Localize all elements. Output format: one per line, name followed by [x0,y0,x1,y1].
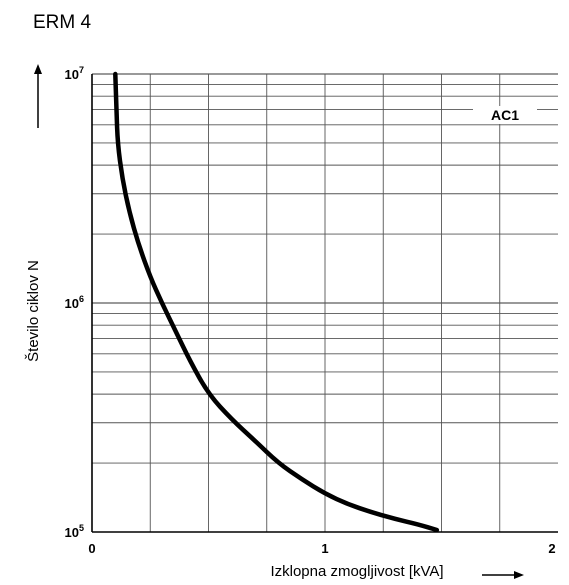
y-tick-base: 10 [65,67,79,82]
x-tick-label: 2 [548,541,555,556]
y-tick-exponent: 5 [79,523,84,533]
series-line [113,71,440,533]
x-tick-label: 1 [321,541,328,556]
annotation-label: AC1 [491,107,519,123]
y-tick-base: 10 [65,525,79,540]
x-tick-labels: 0 1 2 [88,541,555,556]
legend-box: AC1 [473,106,537,124]
y-axis-label: Število ciklov N [25,260,42,362]
y-tick-exponent: 6 [79,294,84,304]
x-axis-label: Izklopna zmogljivost [kVA] [270,563,443,580]
chart-title: ERM 4 [33,12,92,33]
y-axis-arrow [34,64,42,128]
y-tick-label: 106 [65,294,84,311]
x-axis-arrow [482,571,524,579]
y-tick-label: 107 [65,65,84,82]
y-tick-label: 105 [65,523,84,540]
series-layer [113,71,440,533]
annotation-box [473,106,537,124]
x-tick-label: 0 [88,541,95,556]
plot-frame [91,74,558,533]
y-tick-exponent: 7 [79,65,84,75]
y-tick-base: 10 [65,296,79,311]
